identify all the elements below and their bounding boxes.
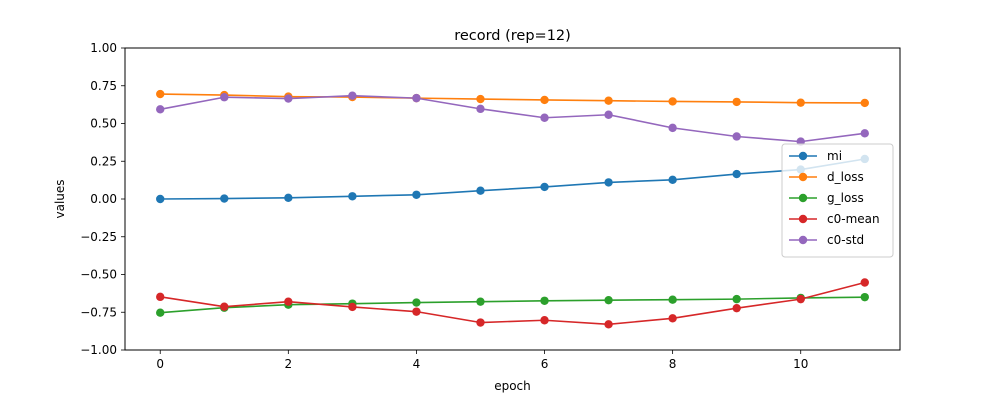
x-axis-label: epoch: [494, 379, 531, 393]
x-tick-label: 2: [285, 357, 293, 371]
data-point-g_loss: [540, 296, 549, 305]
x-axis: 0 2 4 6 8 10: [156, 350, 808, 371]
data-point-c0-mean: [668, 314, 677, 323]
data-point-c0-mean: [412, 307, 421, 316]
y-axis: −1.00 −0.75 −0.50 −0.25 0.00 0.25 0.50 0.75 1.00: [80, 41, 125, 357]
data-point-g_loss: [668, 295, 677, 304]
data-point-d_loss: [796, 98, 805, 107]
legend-label: mi: [827, 149, 842, 163]
data-point-mi: [668, 175, 677, 185]
data-point-c0-std: [412, 93, 421, 103]
data-point-mi: [732, 169, 741, 179]
legend-item-mi: mi: [789, 149, 842, 163]
data-point-mi: [540, 182, 549, 192]
data-point-mi: [412, 190, 421, 199]
data-point-d_loss: [476, 94, 485, 104]
data-point-c0-std: [668, 123, 677, 133]
data-point-g_loss: [604, 295, 613, 305]
chart-title: record (rep=12): [454, 28, 571, 44]
data-point-c0-std: [604, 110, 613, 119]
data-point-g_loss: [476, 297, 485, 306]
x-tick-label: 0: [156, 357, 164, 371]
data-point-mi: [348, 192, 357, 201]
y-tick-label: −0.75: [80, 305, 117, 319]
x-tick-label: 4: [413, 357, 421, 371]
data-point-c0-mean: [348, 302, 357, 312]
data-point-c0-mean: [220, 302, 229, 311]
data-point-c0-mean: [156, 292, 165, 302]
series-line-g_loss: [160, 296, 865, 314]
data-point-c0-std: [284, 94, 293, 103]
legend-marker: [798, 235, 808, 245]
series-line-mi: [160, 158, 865, 200]
legend-item-g_loss: g_loss: [789, 191, 864, 205]
data-point-c0-std: [476, 104, 485, 114]
data-point-g_loss: [732, 294, 741, 304]
series-c0-mean: [156, 278, 869, 329]
series-c0-std: [156, 91, 869, 146]
legend-marker: [798, 193, 808, 203]
series-line-c0-mean: [160, 281, 865, 326]
x-tick-label: 6: [541, 357, 549, 371]
data-point-c0-std: [732, 132, 741, 141]
legend-label: d_loss: [827, 170, 864, 184]
data-point-mi: [156, 194, 165, 204]
data-point-c0-mean: [604, 320, 613, 329]
data-point-d_loss: [732, 97, 741, 107]
legend-label: g_loss: [827, 191, 864, 205]
data-point-c0-mean: [476, 318, 485, 327]
data-point-g_loss: [860, 292, 869, 302]
data-point-c0-std: [220, 93, 229, 102]
y-tick-label: 0.75: [90, 79, 117, 93]
y-tick-label: −0.25: [80, 230, 117, 244]
legend-item-c0-std: c0-std: [789, 233, 864, 247]
y-tick-label: −0.50: [80, 268, 117, 282]
legend-item-c0-mean: c0-mean: [789, 212, 880, 226]
legend: mi d_loss g_loss c0-mean c0-std: [781, 143, 894, 258]
data-point-c0-mean: [860, 278, 869, 287]
data-point-d_loss: [156, 89, 165, 99]
legend-marker: [798, 214, 808, 224]
data-point-c0-mean: [540, 316, 549, 325]
data-point-d_loss: [668, 97, 677, 106]
x-tick-label: 8: [669, 357, 677, 371]
data-point-c0-std: [540, 113, 549, 122]
data-point-c0-mean: [284, 297, 293, 306]
legend-label: c0-std: [827, 233, 864, 247]
data-point-mi: [476, 186, 485, 195]
y-tick-label: 1.00: [90, 41, 117, 55]
data-point-c0-std: [860, 129, 869, 138]
y-axis-label: values: [53, 179, 67, 218]
y-tick-label: −1.00: [80, 343, 117, 357]
y-tick-label: 0.00: [90, 192, 117, 206]
data-point-g_loss: [412, 298, 421, 307]
data-point-d_loss: [860, 98, 869, 108]
y-tick-label: 0.50: [90, 117, 117, 131]
data-point-mi: [284, 193, 293, 202]
data-point-c0-mean: [732, 303, 741, 313]
series-line-d_loss: [160, 93, 865, 104]
series-line-c0-std: [160, 94, 865, 143]
legend-item-d_loss: d_loss: [789, 170, 864, 184]
y-tick-label: 0.25: [90, 154, 117, 168]
legend-marker: [798, 151, 808, 161]
legend-label: c0-mean: [827, 212, 880, 226]
data-point-c0-mean: [796, 294, 805, 304]
x-tick-label: 10: [793, 357, 808, 371]
legend-box: [781, 143, 894, 258]
data-point-c0-std: [348, 91, 357, 100]
data-point-mi: [604, 178, 613, 187]
data-point-mi: [220, 194, 229, 203]
data-point-c0-std: [156, 105, 165, 114]
data-point-g_loss: [156, 308, 165, 317]
legend-marker: [798, 172, 808, 182]
data-point-d_loss: [540, 95, 549, 105]
data-point-d_loss: [604, 96, 613, 105]
